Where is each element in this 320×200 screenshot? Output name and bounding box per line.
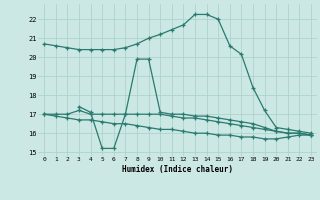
X-axis label: Humidex (Indice chaleur): Humidex (Indice chaleur) xyxy=(122,165,233,174)
